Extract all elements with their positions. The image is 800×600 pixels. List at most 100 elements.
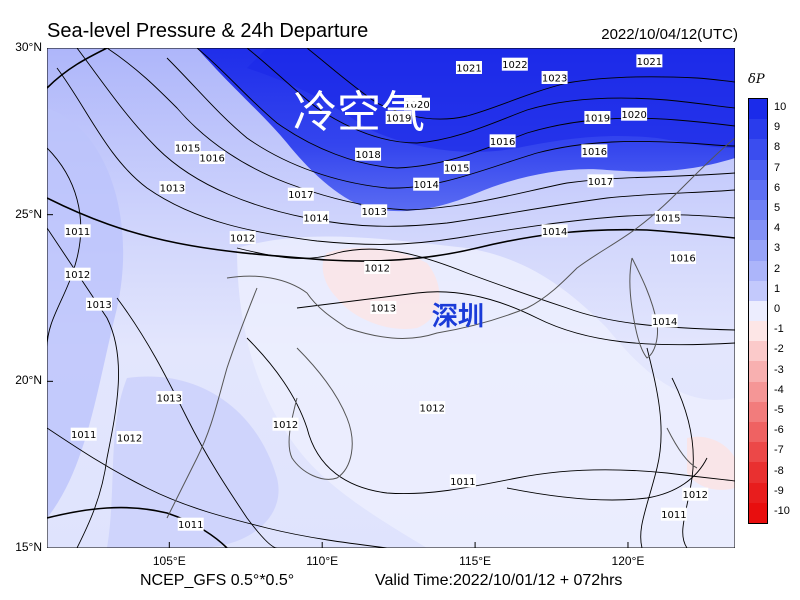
isobar-label: 1014 xyxy=(541,224,568,238)
isobar-label: 1022 xyxy=(501,57,528,71)
colorbar-label: 4 xyxy=(774,222,781,235)
valid-time-label: Valid Time:2022/10/01/12 + 072hrs xyxy=(375,572,623,589)
isobar-label: 1019 xyxy=(584,111,611,125)
map-canvas: 1021 1022 1023 1021 1020 1019 1019 1020 1018 1016… xyxy=(47,48,735,548)
svg-text:1014: 1014 xyxy=(303,214,328,225)
lon-tick-label: 115°E xyxy=(459,554,492,568)
isobar-label: 1021 xyxy=(455,61,482,75)
colorbar-label: -2 xyxy=(774,343,784,356)
isobar-label: 1023 xyxy=(541,71,568,85)
colorbar-label: -1 xyxy=(774,323,784,336)
legend-title: δP xyxy=(748,72,765,87)
departure-positive-guangdong xyxy=(322,247,440,329)
svg-text:1014: 1014 xyxy=(652,317,677,328)
colorbar-label: 8 xyxy=(774,141,781,154)
colorbar-cell xyxy=(749,240,767,262)
isobar-label: 1011 xyxy=(64,224,91,238)
isobar-label: 1020 xyxy=(621,107,648,121)
isobar-label: 1018 xyxy=(355,147,382,161)
svg-text:1015: 1015 xyxy=(175,144,200,155)
colorbar-label: -10 xyxy=(774,504,790,517)
isobar-label: 1015 xyxy=(174,141,201,155)
colorbar-cell xyxy=(749,381,767,403)
isobar-label: 1013 xyxy=(156,391,183,405)
colorbar-cell xyxy=(749,280,767,302)
isobar-label: 1011 xyxy=(177,517,204,531)
colorbar-label: 7 xyxy=(774,161,781,174)
colorbar-label: -6 xyxy=(774,424,784,437)
colorbar-cell xyxy=(749,482,767,504)
svg-text:1023: 1023 xyxy=(542,74,567,85)
colorbar-cell xyxy=(749,260,767,282)
isobar-label: 1013 xyxy=(85,297,112,311)
colorbar-label: 9 xyxy=(774,121,781,134)
isobar-label: 1015 xyxy=(654,211,681,225)
isobar-label: 1012 xyxy=(272,417,299,431)
coastlines xyxy=(166,137,735,519)
colorbar-label: 6 xyxy=(774,181,781,194)
colorbar-cell xyxy=(749,139,767,161)
svg-text:1015: 1015 xyxy=(655,214,680,225)
svg-text:1019: 1019 xyxy=(386,114,411,125)
isobar-label: 1021 xyxy=(636,54,663,68)
isobar-label: 1016 xyxy=(670,251,697,265)
colorbar-cell xyxy=(749,422,767,443)
svg-text:1016: 1016 xyxy=(670,254,695,265)
colorbar-label: 1 xyxy=(774,282,781,295)
map-title: Sea-level Pressure & 24h Departure xyxy=(47,20,369,42)
svg-text:1012: 1012 xyxy=(117,434,142,445)
cold-air-annotation: 冷空气 xyxy=(293,87,425,138)
svg-text:1011: 1011 xyxy=(65,227,90,238)
svg-text:1019: 1019 xyxy=(585,114,610,125)
model-label: NCEP_GFS 0.5°*0.5° xyxy=(140,572,295,589)
colorbar-cell xyxy=(749,119,767,140)
isobar-label: 1012 xyxy=(116,431,143,445)
svg-text:1016: 1016 xyxy=(582,147,607,158)
isobar-label: 1013 xyxy=(361,204,388,218)
svg-text:1020: 1020 xyxy=(404,100,429,111)
isobar-label: 1013 xyxy=(370,301,397,315)
colorbar-label: 3 xyxy=(774,242,781,255)
colorbar-label: -9 xyxy=(774,484,784,497)
departure-west xyxy=(47,108,124,518)
svg-text:1013: 1013 xyxy=(361,207,386,218)
analysis-datetime: 2022/10/04/12(UTC) xyxy=(601,26,738,43)
colorbar-label: 5 xyxy=(774,202,781,215)
lat-tick-label: 30°N xyxy=(15,40,42,54)
colorbar xyxy=(748,98,768,524)
lat-tick-label: 20°N xyxy=(15,373,42,388)
colorbar-cell xyxy=(749,199,767,221)
svg-text:1012: 1012 xyxy=(683,490,708,501)
isobar-label: 1012 xyxy=(364,261,391,275)
svg-text:1011: 1011 xyxy=(71,430,96,441)
lon-tick-label: 120°E xyxy=(611,554,645,568)
svg-text:1011: 1011 xyxy=(661,510,686,521)
isobar-label: 1012 xyxy=(682,487,709,501)
cold-air-core xyxy=(247,48,735,152)
isobar-label: 1011 xyxy=(70,427,97,441)
svg-text:1016: 1016 xyxy=(490,137,515,148)
svg-text:1014: 1014 xyxy=(413,180,438,191)
isobar-label: 1013 xyxy=(159,181,186,195)
isobar-label: 1014 xyxy=(303,211,330,225)
svg-text:1013: 1013 xyxy=(371,304,396,315)
colorbar-cell xyxy=(749,401,767,423)
svg-text:1014: 1014 xyxy=(542,227,567,238)
colorbar-cell xyxy=(749,321,767,342)
svg-text:1013: 1013 xyxy=(160,184,185,195)
lon-tick-label: 110°E xyxy=(306,554,339,568)
colorbar-cell xyxy=(749,442,767,463)
colorbar-cell xyxy=(749,502,767,524)
colorbar-cell xyxy=(749,300,767,322)
svg-text:1012: 1012 xyxy=(273,420,298,431)
isobar-label: 1011 xyxy=(660,507,687,521)
colorbar-label: 2 xyxy=(774,262,781,275)
isobar-label: 1014 xyxy=(651,314,678,328)
city-annotation: 深圳 xyxy=(432,302,485,332)
svg-text:1012: 1012 xyxy=(230,234,255,245)
svg-text:1013: 1013 xyxy=(86,300,111,311)
contour-labels: 1021 1022 1023 1021 1020 1019 1019 1020 1018 1016… xyxy=(64,54,709,531)
svg-text:1020: 1020 xyxy=(621,110,646,121)
svg-text:1011: 1011 xyxy=(450,477,475,488)
svg-text:1021: 1021 xyxy=(456,64,481,75)
